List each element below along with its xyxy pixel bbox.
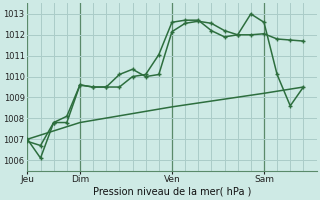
X-axis label: Pression niveau de la mer( hPa ): Pression niveau de la mer( hPa ) <box>93 187 251 197</box>
